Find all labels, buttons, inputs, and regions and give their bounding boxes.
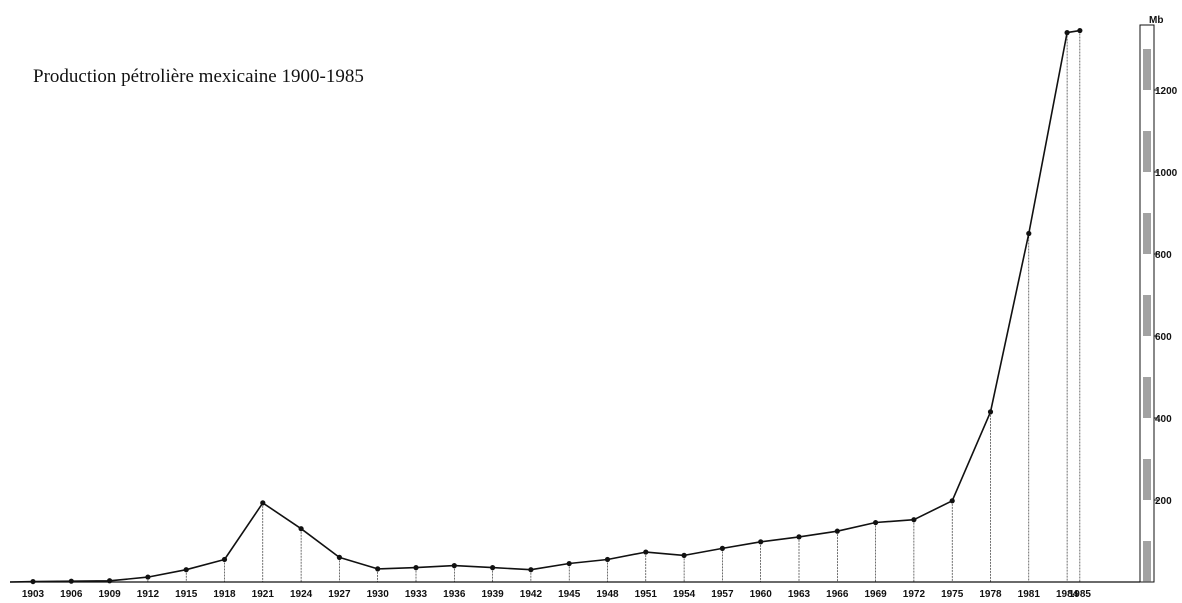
x-tick-label-1909: 1909 — [98, 589, 121, 600]
data-point-1972 — [911, 517, 917, 523]
data-point-1927 — [336, 554, 342, 561]
x-tick-label-1927: 1927 — [328, 589, 351, 600]
x-tick-label-1903: 1903 — [22, 589, 45, 600]
data-point-1933 — [413, 565, 419, 571]
x-tick-label-1945: 1945 — [558, 589, 581, 600]
data-point-1960 — [758, 539, 764, 545]
x-tick-label-1936: 1936 — [443, 589, 466, 600]
y-tick-label-1000: 1000 — [1155, 168, 1178, 179]
data-point-1912 — [145, 574, 151, 580]
data-point-1963 — [796, 534, 802, 540]
x-tick-label-1975: 1975 — [941, 589, 964, 600]
chart-title: Production pétrolière mexicaine 1900-198… — [33, 66, 364, 87]
data-point-1978 — [987, 409, 994, 415]
data-point-1957 — [719, 545, 726, 551]
x-tick-label-1918: 1918 — [213, 589, 236, 600]
x-tick-label-1930: 1930 — [367, 589, 390, 600]
data-point-1903 — [30, 578, 36, 585]
drop-lines — [32, 30, 1081, 582]
x-tick-label-1951: 1951 — [635, 589, 658, 600]
data-point-1909 — [107, 578, 113, 584]
data-point-1939 — [490, 565, 496, 571]
x-tick-label-1939: 1939 — [481, 589, 504, 600]
data-point-1954 — [681, 552, 687, 558]
data-point-1930 — [375, 566, 381, 572]
data-point-1918 — [221, 556, 228, 563]
x-tick-label-1960: 1960 — [750, 589, 773, 600]
y-scale-segment-0 — [1143, 541, 1151, 582]
data-point-1981 — [1026, 230, 1032, 237]
data-point-1969 — [873, 519, 879, 526]
series-path — [9, 29, 1081, 583]
data-point-1984 — [1064, 29, 1070, 36]
x-tick-label-1978: 1978 — [979, 589, 1002, 600]
x-tick-label-1985: 1985 — [1069, 589, 1092, 600]
y-scale-segment-600 — [1143, 295, 1151, 336]
y-tick-label-800: 800 — [1155, 250, 1172, 261]
x-tick-label-1906: 1906 — [60, 589, 83, 600]
y-scale-segment-1200 — [1143, 49, 1151, 90]
data-point-1915 — [183, 567, 189, 573]
x-tick-label-1924: 1924 — [290, 589, 313, 600]
y-tick-label-200: 200 — [1155, 496, 1172, 507]
x-tick-label-1969: 1969 — [864, 589, 887, 600]
x-tick-label-1972: 1972 — [903, 589, 926, 600]
x-tick-label-1954: 1954 — [673, 589, 696, 600]
data-point-1966 — [834, 528, 840, 534]
data-point-1921 — [260, 500, 266, 506]
y-scale-segment-800 — [1143, 213, 1151, 254]
x-tick-label-1966: 1966 — [826, 589, 849, 600]
data-point-1948 — [604, 556, 611, 563]
data-point-1936 — [451, 563, 457, 569]
data-point-1942 — [528, 567, 534, 573]
y-axis-unit: Mb — [1149, 15, 1163, 26]
x-tick-label-1942: 1942 — [520, 589, 543, 600]
series-line — [9, 29, 1081, 583]
y-scale-segment-1000 — [1143, 131, 1151, 172]
x-tick-label-1915: 1915 — [175, 589, 198, 600]
y-axis-scale: 200 400 600 800 1000 1200 — [1139, 24, 1178, 583]
x-tick-label-1912: 1912 — [137, 589, 160, 600]
x-tick-label-1963: 1963 — [788, 589, 811, 600]
y-tick-label-600: 600 — [1155, 332, 1172, 343]
data-point-1945 — [566, 560, 572, 567]
data-point-1951 — [643, 549, 649, 555]
data-point-1975 — [949, 498, 955, 504]
y-tick-label-400: 400 — [1155, 414, 1172, 425]
y-scale-segment-200 — [1143, 459, 1151, 500]
x-tick-label-1957: 1957 — [711, 589, 734, 600]
data-points — [30, 27, 1083, 585]
x-tick-label-1933: 1933 — [405, 589, 428, 600]
y-tick-label-1200: 1200 — [1155, 86, 1178, 97]
data-point-1924 — [298, 526, 304, 532]
x-tick-label-1921: 1921 — [252, 589, 275, 600]
x-tick-label-1984: 1984 — [1056, 589, 1079, 600]
x-tick-label-1948: 1948 — [596, 589, 619, 600]
y-scale-segment-400 — [1143, 377, 1151, 418]
x-tick-labels: 1903 1906 1909 1912 1915 1918 1921 1924 1927 1930… — [22, 589, 1092, 600]
x-tick-label-1981: 1981 — [1018, 589, 1041, 600]
data-point-1906 — [68, 578, 74, 584]
data-point-1985 — [1077, 27, 1083, 34]
